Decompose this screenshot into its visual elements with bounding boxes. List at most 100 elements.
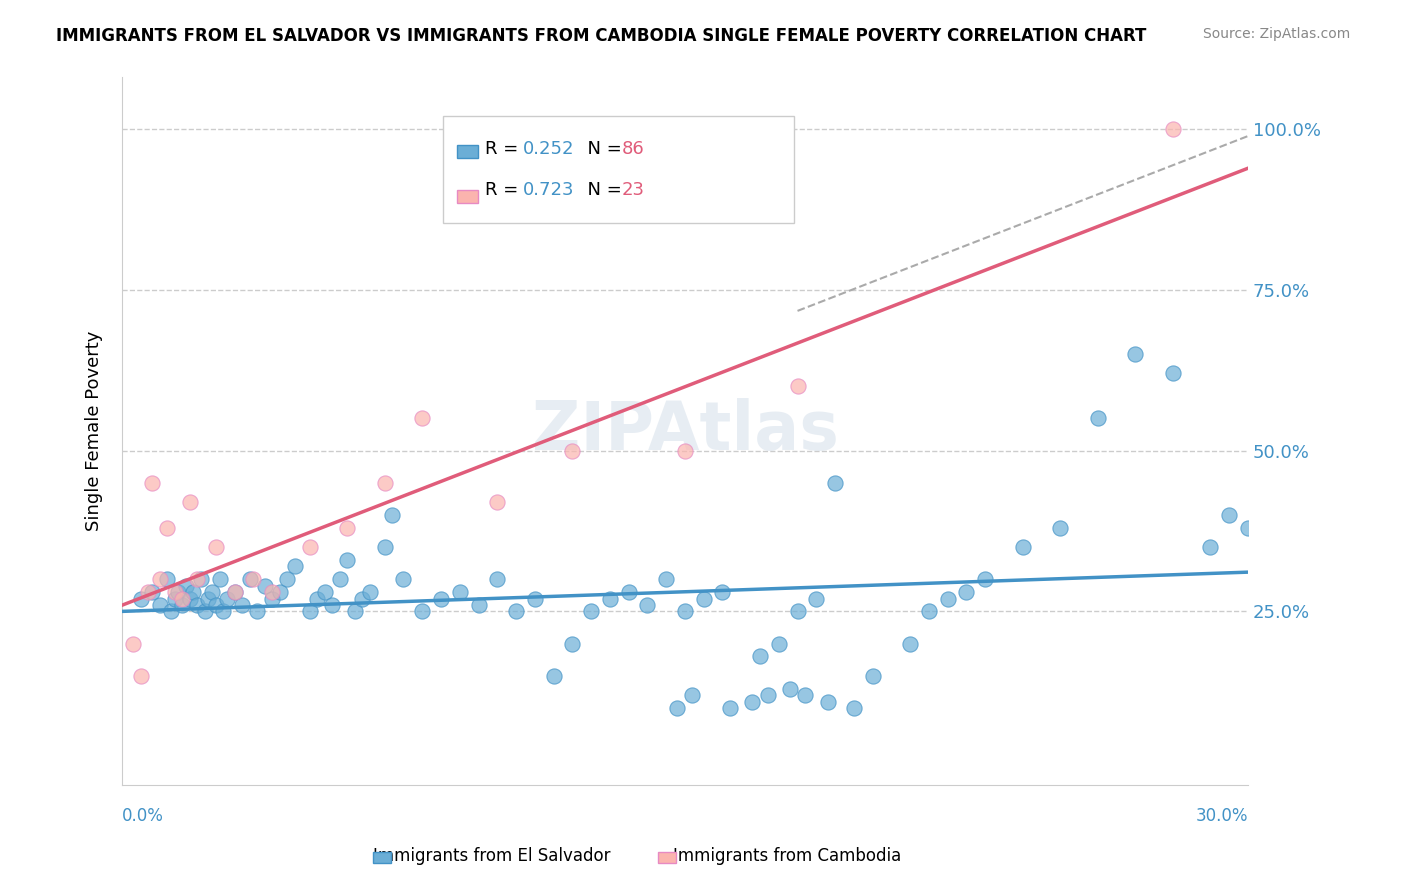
Point <box>205 540 228 554</box>
Point <box>786 379 808 393</box>
Point <box>768 637 790 651</box>
Point <box>239 572 262 586</box>
Point <box>561 443 583 458</box>
Text: 23: 23 <box>621 181 644 199</box>
Point <box>262 591 284 606</box>
Point <box>817 694 839 708</box>
Point <box>224 585 246 599</box>
Point <box>160 604 183 618</box>
Point <box>172 598 194 612</box>
Point <box>486 572 509 586</box>
Text: N =: N = <box>576 181 628 199</box>
Text: ZIPAtlas: ZIPAtlas <box>531 399 838 465</box>
Point <box>276 572 298 586</box>
Point <box>486 495 509 509</box>
Text: 0.0%: 0.0% <box>122 806 165 824</box>
Point <box>617 585 640 599</box>
Point <box>411 604 433 618</box>
Point <box>806 591 828 606</box>
Point <box>842 701 865 715</box>
Point <box>918 604 941 618</box>
Point <box>163 591 186 606</box>
Point <box>561 637 583 651</box>
Point <box>467 598 489 612</box>
Point <box>430 591 453 606</box>
Point <box>141 585 163 599</box>
Point <box>673 604 696 618</box>
Point <box>673 443 696 458</box>
Point <box>636 598 658 612</box>
Point <box>205 598 228 612</box>
Point <box>194 604 217 618</box>
Text: 0.723: 0.723 <box>523 181 575 199</box>
Point <box>1218 508 1240 522</box>
Point <box>343 604 366 618</box>
Point <box>186 598 208 612</box>
Point <box>681 688 703 702</box>
Point <box>136 585 159 599</box>
Point <box>756 688 779 702</box>
Point <box>129 591 152 606</box>
Point <box>693 591 716 606</box>
Point <box>141 475 163 490</box>
Point <box>579 604 602 618</box>
Point <box>307 591 329 606</box>
Point <box>779 681 801 696</box>
Point <box>599 591 621 606</box>
Point <box>163 585 186 599</box>
Point <box>201 585 224 599</box>
Point <box>1161 122 1184 136</box>
Point <box>505 604 527 618</box>
Point <box>352 591 374 606</box>
Point <box>156 521 179 535</box>
Point <box>741 694 763 708</box>
Y-axis label: Single Female Poverty: Single Female Poverty <box>86 331 103 532</box>
Point <box>321 598 343 612</box>
Point <box>253 579 276 593</box>
Text: R =: R = <box>485 140 524 158</box>
Point <box>329 572 352 586</box>
Point <box>523 591 546 606</box>
Point <box>262 585 284 599</box>
Point <box>1087 411 1109 425</box>
Text: Immigrants from Cambodia: Immigrants from Cambodia <box>673 847 901 865</box>
Point <box>212 604 235 618</box>
Point <box>718 701 741 715</box>
Point <box>336 553 359 567</box>
Point <box>183 585 205 599</box>
Point <box>786 604 808 618</box>
Text: Immigrants from El Salvador: Immigrants from El Salvador <box>374 847 610 865</box>
Point <box>224 585 246 599</box>
Point <box>392 572 415 586</box>
Point <box>284 559 307 574</box>
Point <box>449 585 471 599</box>
Point <box>314 585 336 599</box>
Point <box>749 649 772 664</box>
Text: 30.0%: 30.0% <box>1195 806 1249 824</box>
Point <box>1161 367 1184 381</box>
Point <box>122 637 145 651</box>
Point <box>359 585 381 599</box>
Point <box>898 637 921 651</box>
Text: IMMIGRANTS FROM EL SALVADOR VS IMMIGRANTS FROM CAMBODIA SINGLE FEMALE POVERTY CO: IMMIGRANTS FROM EL SALVADOR VS IMMIGRANT… <box>56 27 1147 45</box>
Point <box>156 572 179 586</box>
Point <box>374 540 396 554</box>
Point <box>129 669 152 683</box>
Text: Source: ZipAtlas.com: Source: ZipAtlas.com <box>1202 27 1350 41</box>
Point <box>974 572 997 586</box>
Point <box>955 585 977 599</box>
Point <box>246 604 269 618</box>
Point <box>172 591 194 606</box>
Point <box>336 521 359 535</box>
Point <box>794 688 817 702</box>
Text: 86: 86 <box>621 140 644 158</box>
Point <box>197 591 219 606</box>
Point <box>381 508 404 522</box>
Point <box>167 585 190 599</box>
Point <box>174 579 197 593</box>
Point <box>298 540 321 554</box>
Point <box>374 475 396 490</box>
Text: N =: N = <box>576 140 628 158</box>
Point <box>208 572 231 586</box>
Point <box>543 669 565 683</box>
